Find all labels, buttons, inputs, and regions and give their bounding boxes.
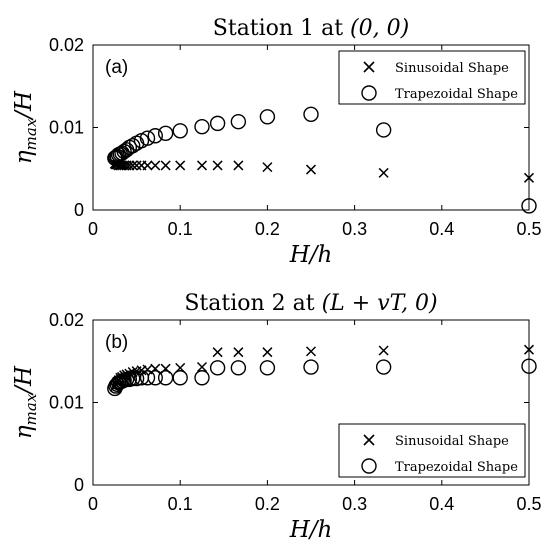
data-point-o (230, 114, 247, 130)
data-point-o (147, 128, 163, 144)
legend-entry: Sinusoidal Shape (395, 61, 509, 76)
series-sinusoidal (109, 344, 535, 392)
data-point-o (303, 359, 319, 375)
x-tick-label: 0.1 (168, 494, 193, 514)
data-point-x (233, 160, 244, 171)
data-point-x (262, 347, 273, 358)
legend-entry: Trapezoidal Shape (395, 87, 518, 102)
data-point-o (172, 370, 188, 386)
data-point-o (147, 370, 163, 386)
data-point-x (142, 160, 153, 171)
legend-marker-o (361, 458, 377, 474)
data-point-x (378, 167, 389, 178)
panel-label: (a) (105, 57, 128, 78)
legend-entry: Trapezoidal Shape (395, 460, 518, 475)
data-point-x (262, 162, 273, 173)
data-point-o (157, 125, 174, 141)
data-point-o (124, 370, 141, 387)
data-point-o (124, 137, 141, 154)
data-point-x (196, 160, 208, 171)
legend: Sinusoidal Shape Trapezoidal Shape (338, 423, 526, 478)
data-point-x (378, 345, 389, 356)
y-axis-label-group: ηmax/H (11, 90, 40, 164)
legend-box (338, 423, 526, 478)
x-tick-label: 0.1 (168, 219, 193, 239)
x-tick-label: 0 (88, 494, 98, 514)
data-point-o (259, 360, 276, 376)
data-point-x (124, 160, 135, 171)
y-tick-label: 0.01 (49, 393, 84, 413)
data-point-o (194, 118, 210, 135)
x-tick-label: 0.2 (255, 494, 280, 514)
legend-marker-o (361, 85, 377, 101)
data-point-x (233, 347, 244, 358)
data-point-x (523, 344, 535, 355)
y-axis-label: ηmax/H (11, 90, 40, 164)
x-tick-label: 0.4 (429, 494, 454, 514)
x-tick-label: 0.3 (342, 494, 367, 514)
x-tick-label: 0 (88, 219, 98, 239)
x-tick-label: 0.5 (516, 494, 541, 514)
data-point-o (259, 109, 276, 125)
y-tick-label: 0 (74, 475, 84, 495)
x-axis-label: H/h (289, 242, 333, 268)
chart-title: Station 1 at (0, 0) (213, 16, 409, 41)
data-point-o (157, 370, 174, 386)
data-point-o (139, 370, 156, 386)
data-point-o (121, 139, 138, 156)
data-point-x (196, 361, 208, 373)
data-point-o (209, 115, 226, 132)
data-point-o (521, 198, 537, 214)
data-point-o (139, 130, 156, 146)
data-point-o (128, 370, 145, 387)
data-point-x (131, 160, 142, 171)
data-point-o (375, 359, 392, 375)
x-tick-label: 0.3 (342, 219, 367, 239)
data-point-o (209, 360, 226, 376)
data-point-x (150, 160, 161, 171)
data-point-x (175, 160, 186, 171)
x-tick-label: 0.2 (255, 219, 280, 239)
data-point-x (127, 160, 138, 171)
series-trapezoidal (107, 106, 537, 214)
data-point-x (523, 172, 535, 183)
data-point-x (212, 160, 223, 171)
y-tick-label: 0.01 (49, 118, 84, 138)
data-point-o (116, 143, 132, 160)
series-trapezoidal (107, 358, 537, 397)
legend-marker-x (363, 434, 375, 446)
data-point-o (303, 106, 319, 123)
data-point-x (305, 346, 317, 357)
legend: Sinusoidal Shape Trapezoidal Shape (338, 50, 526, 105)
panel-station-1: 0 0.1 0.2 0.3 0.4 0.5 0 0.01 0.02 Station 1 at (0… (11, 16, 542, 268)
series-sinusoidal (109, 158, 535, 183)
data-point-o (521, 358, 537, 374)
data-point-x (212, 347, 223, 358)
data-point-x (160, 160, 171, 171)
data-point-o (172, 123, 188, 139)
chart-title: Station 2 at (L + vT, 0) (184, 291, 437, 316)
panel-station-2: 0 0.1 0.2 0.3 0.4 0.5 0 0.01 0.02 Station 2 at (L… (11, 291, 542, 543)
data-point-o (194, 370, 210, 386)
data-point-o (375, 122, 392, 138)
y-tick-label: 0 (74, 200, 84, 220)
data-point-x (305, 164, 317, 175)
data-point-o (230, 360, 247, 376)
panel-label: (b) (105, 332, 128, 353)
y-tick-label: 0.02 (49, 310, 84, 330)
x-axis-label: H/h (289, 517, 333, 543)
legend-marker-x (363, 61, 375, 73)
legend-entry: Sinusoidal Shape (395, 434, 509, 449)
x-tick-label: 0.4 (429, 219, 454, 239)
y-axis-label: ηmax/H (11, 365, 40, 439)
x-tick-label: 0.5 (516, 219, 541, 239)
legend-box (338, 50, 526, 105)
y-tick-label: 0.02 (49, 35, 84, 55)
y-axis-label-group: ηmax/H (11, 365, 40, 439)
